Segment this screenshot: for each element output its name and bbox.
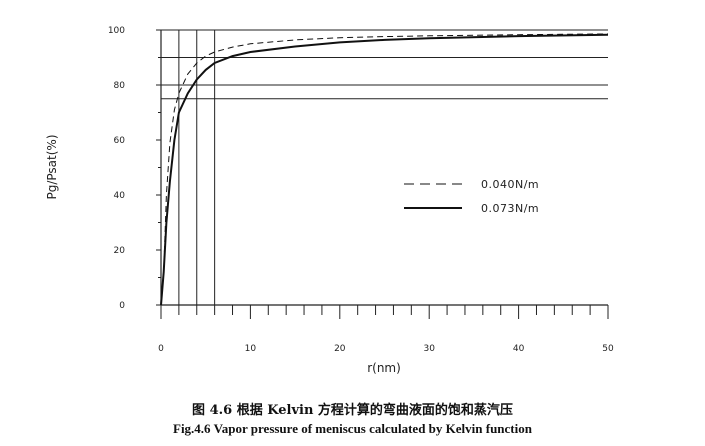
x-tick-label-40: 40 (513, 344, 525, 354)
reference-lines (161, 29, 608, 305)
x-tick-label-10: 10 (245, 344, 257, 354)
x-tick-label-20: 20 (334, 344, 346, 354)
series-line-dashed (163, 33, 609, 273)
y-tick-label-20: 20 (114, 246, 126, 256)
legend-label-dashed: 0.040N/m (481, 178, 539, 191)
x-tick-label-30: 30 (423, 344, 435, 354)
tick-labels: 0 20 40 60 80 100 0 10 20 30 40 50 (108, 26, 614, 354)
series-lines (160, 33, 609, 306)
y-tick-label-60: 60 (114, 136, 126, 146)
x-tick-label-50: 50 (602, 344, 614, 354)
y-tick-label-0: 0 (119, 301, 125, 311)
x-tick-label-0: 0 (158, 344, 164, 354)
y-axis-label: Pg/Psat(%) (45, 135, 59, 200)
legend-label-solid: 0.073N/m (481, 202, 539, 215)
x-axis-label: r(nm) (367, 361, 401, 375)
y-tick-label-40: 40 (114, 191, 126, 201)
y-tick-label-80: 80 (114, 81, 126, 91)
figure-caption-english: Fig.4.6 Vapor pressure of meniscus calcu… (173, 421, 532, 436)
series-line-solid (160, 33, 609, 306)
y-tick-label-100: 100 (108, 26, 125, 36)
figure-caption-chinese: 图 4.6 根据 Kelvin 方程计算的弯曲液面的饱和蒸汽压 (192, 403, 513, 418)
legend: 0.040N/m 0.073N/m (404, 178, 539, 215)
axes (156, 29, 609, 319)
